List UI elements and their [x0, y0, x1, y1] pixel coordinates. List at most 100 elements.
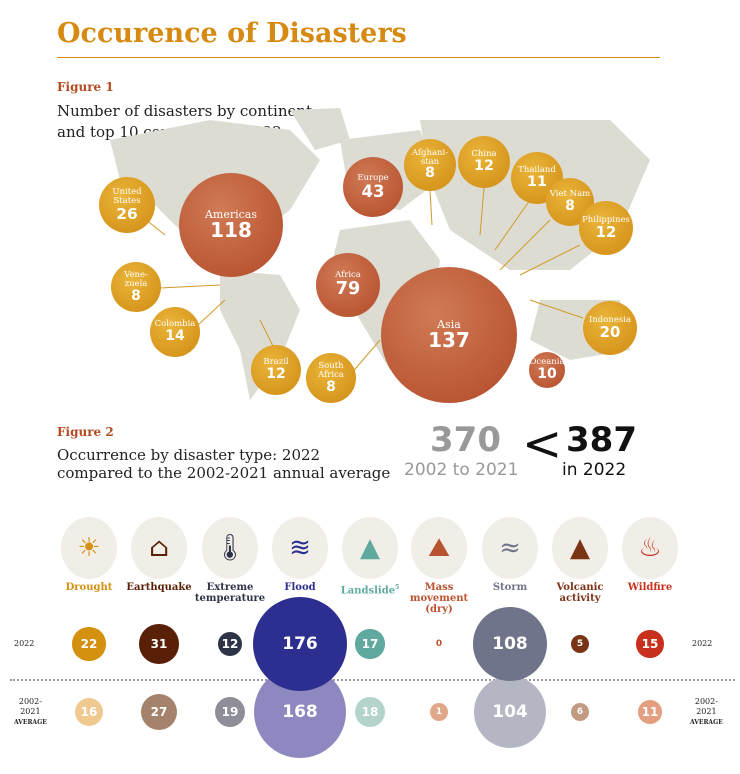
bubble-value: 137	[428, 328, 470, 353]
bubble-label: Colombia	[154, 319, 196, 330]
bubble-value: 108	[492, 633, 528, 654]
bubble-value: 6	[576, 707, 584, 717]
bubble-label: Indonesia	[588, 314, 632, 325]
type-label-landslide: Landslide5	[340, 584, 400, 597]
bubble-value: 11	[641, 705, 659, 719]
storm-icon: ≈	[482, 517, 538, 579]
thermometer-icon: 🌡	[202, 517, 258, 579]
bubble-value: 27	[150, 704, 168, 719]
bubble-value: 14	[165, 328, 185, 345]
mass-movement-icon: ⛰	[411, 517, 467, 579]
row-avg-years: 2002- 2021	[18, 697, 42, 716]
bubble-avg-mass-movement-dry-: 1	[430, 703, 448, 721]
avg-total-label: 2002 to 2021	[404, 460, 519, 480]
wildfire-icon: ♨	[622, 517, 678, 579]
bubble-label: South Africa	[318, 360, 344, 380]
bubble-philippines: Philippines 12	[579, 201, 633, 255]
type-label-storm: Storm	[492, 582, 528, 593]
bubble-label: Europe	[357, 172, 389, 183]
bubble-2022-mass-movement-dry-: 0	[431, 636, 447, 652]
bubble-south-africa: South Africa 8	[306, 353, 356, 403]
row-label-avg-right: 2002- 2021 AVERAGE	[690, 697, 723, 728]
bubble-value: 5	[576, 639, 584, 649]
bubble-venezuela: Vene- zuela 8	[111, 262, 161, 312]
bubble-avg-extreme-temperature: 19	[214, 696, 246, 728]
figure1-label: Figure 1	[57, 80, 114, 94]
figure2-title-line2: compared to the 2002-2021 annual average	[57, 464, 391, 482]
bubble-value: 18	[361, 704, 379, 719]
bubble-value: 1	[435, 707, 443, 717]
bubble-2022-landslide: 17	[355, 629, 385, 659]
total-2022: 387	[566, 420, 637, 460]
bubble-united-states: United States 26	[99, 177, 155, 233]
bubble-value: 176	[282, 634, 318, 654]
figure1-title-line1: Number of disasters by continent	[57, 102, 313, 120]
bubble-2022-flood: 176	[253, 597, 347, 691]
bubble-avg-storm: 104	[473, 675, 547, 749]
bubble-label: Asia	[437, 317, 461, 331]
bubble-2022-storm: 108	[473, 607, 547, 681]
type-label-mass-movement-dry-: Mass movement (dry)	[409, 582, 469, 615]
bubble-value: 15	[641, 636, 659, 651]
type-label-earthquake: Earthquake	[126, 582, 192, 593]
bubble-avg-wildfire: 11	[638, 700, 662, 724]
earthquake-icon: ⌂	[131, 517, 187, 579]
bubble-avg-landslide: 18	[354, 696, 386, 728]
flood-icon-glyph: ≋	[289, 533, 311, 563]
bubble-colombia: Colombia 14	[150, 307, 200, 357]
bubble-brazil: Brazil 12	[251, 345, 301, 395]
bubble-label: Americas	[204, 207, 258, 221]
map-greenland	[290, 108, 350, 150]
type-label-wildfire: Wildfire	[627, 582, 673, 593]
volcano-icon-glyph: ▲	[570, 533, 590, 563]
bubble-label: Philippines	[582, 214, 630, 225]
row-avg-word: AVERAGE	[690, 719, 723, 726]
row-divider	[10, 679, 735, 681]
bubble-europe: Europe 43	[343, 157, 403, 217]
bubble-value: 12	[474, 157, 494, 174]
bubble-value: 12	[221, 636, 239, 651]
bubble-avg-drought: 16	[74, 697, 104, 727]
bubble-label: Vene- zuela	[124, 269, 148, 289]
type-label-extreme-temperature: Extreme temperature	[194, 582, 266, 604]
bubble-2022-volcanic-activity: 5	[571, 635, 589, 653]
page-title: Occurence of Disasters	[57, 18, 407, 49]
bubble-label: Thailand	[518, 165, 556, 176]
bubble-value: 168	[282, 701, 318, 722]
title-rule	[57, 57, 660, 58]
map-south-america	[220, 270, 300, 400]
bubble-africa: Africa 79	[316, 253, 380, 317]
type-label-drought: Drought	[65, 582, 113, 593]
bubble-value: 16	[80, 704, 98, 719]
drought-icon-glyph: ☀	[77, 533, 101, 563]
bubble-value: 79	[335, 279, 361, 300]
type-label-volcanic-activity: Volcanic activity	[556, 582, 604, 604]
bubble-value: 0	[435, 639, 443, 649]
bubble-avg-volcanic-activity: 6	[571, 703, 589, 721]
volcano-icon: ▲	[552, 517, 608, 579]
bubble-2022-drought: 22	[72, 627, 106, 661]
less-than-symbol: <	[522, 416, 563, 472]
storm-icon-glyph: ≈	[499, 533, 521, 563]
wildfire-icon-glyph: ♨	[638, 533, 662, 563]
bubble-value: 8	[425, 165, 435, 182]
thermometer-icon-glyph: 🌡	[213, 533, 247, 563]
bubble-value: 104	[492, 701, 528, 722]
world-map	[110, 108, 650, 400]
bubble-label: Afghani- stan	[411, 147, 449, 167]
bubble-afghanistan: Afghani- stan 8	[404, 139, 456, 191]
type-label-flood: Flood	[284, 582, 316, 593]
bubble-value: 22	[80, 636, 98, 651]
bubble-americas: Americas 118	[179, 173, 283, 277]
bubble-value: 8	[131, 287, 141, 304]
bubble-2022-extreme-temperature: 12	[217, 631, 243, 657]
bubble-value: 12	[266, 366, 286, 383]
bubble-value: 10	[537, 366, 557, 383]
bubble-label: Brazil	[263, 357, 289, 368]
row-label-2022-right: 2022	[692, 639, 713, 648]
bubble-2022-wildfire: 15	[636, 630, 664, 658]
figure2-title: Occurrence by disaster type: 2022 compar…	[57, 446, 390, 482]
bubble-value: 8	[565, 198, 575, 215]
bubble-label: Oceania	[529, 357, 565, 368]
